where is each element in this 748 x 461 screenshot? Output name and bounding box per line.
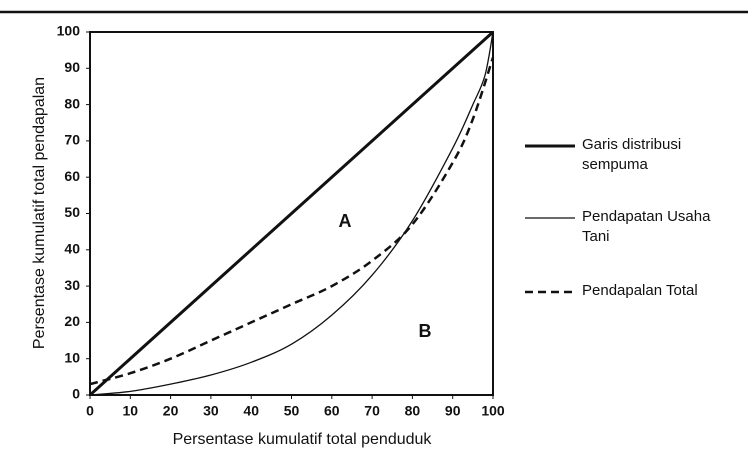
y-tick-label: 30: [64, 277, 80, 293]
y-tick-label: 50: [64, 204, 80, 220]
legend-label: Garis distribusi sempuma: [582, 136, 682, 173]
series-line: [89, 57, 495, 386]
x-tick-label: 80: [405, 403, 421, 419]
y-tick-label: 80: [64, 95, 80, 111]
y-axis-title: Persentase kumulatif total pendapalan: [31, 77, 48, 349]
y-tick-label: 100: [57, 23, 81, 39]
legend-label: Pendapalan Total: [582, 282, 698, 299]
series-line: [88, 30, 495, 397]
x-tick-label: 90: [445, 403, 461, 419]
x-tick-label: 10: [123, 403, 139, 419]
x-tick-label: 50: [284, 403, 300, 419]
series-line: [89, 31, 494, 396]
x-axis-title: Persentase kumulatif total penduduk: [173, 431, 433, 448]
x-tick-label: 100: [481, 403, 505, 419]
y-tick-label: 10: [64, 349, 80, 365]
x-tick-label: 20: [163, 403, 179, 419]
x-tick-label: 0: [86, 403, 94, 419]
y-tick-label: 90: [64, 59, 80, 75]
x-tick-label: 40: [243, 403, 259, 419]
y-tick-label: 70: [64, 132, 80, 148]
y-tick-label: 60: [64, 168, 80, 184]
legend-entry: Pendapatan Usaha Tani: [582, 208, 711, 245]
y-tick-label: 0: [72, 386, 80, 402]
y-tick-label: 20: [64, 313, 80, 329]
legend-entry: Pendapalan Total: [582, 282, 698, 299]
legend-entry: Garis distribusi sempuma: [582, 136, 682, 173]
x-tick-label: 60: [324, 403, 340, 419]
annotation: A: [339, 211, 352, 231]
x-tick-label: 70: [364, 403, 380, 419]
x-tick-label: 30: [203, 403, 219, 419]
annotation: B: [419, 321, 432, 341]
legend-label: Pendapatan Usaha Tani: [582, 208, 711, 245]
y-tick-label: 40: [64, 241, 80, 257]
